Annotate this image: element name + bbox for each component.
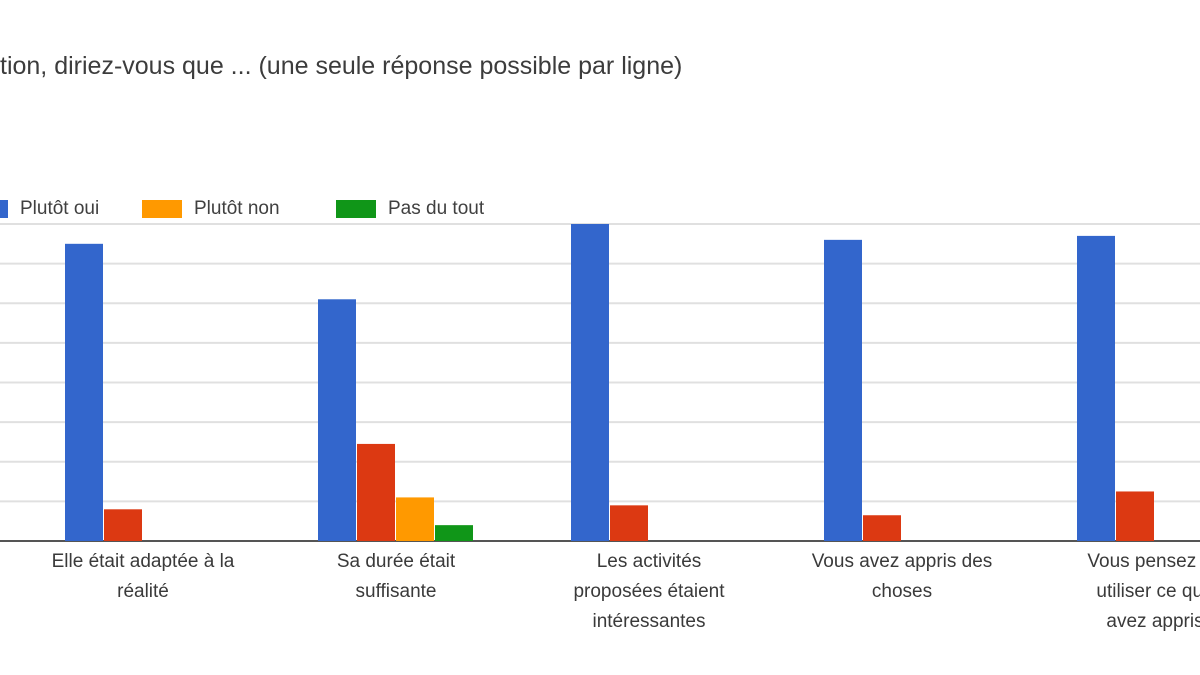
category-label: Elle était adaptée à la	[52, 551, 235, 572]
category-label: Vous avez appris des	[812, 551, 993, 572]
category-label: avez appris	[1106, 611, 1200, 632]
category-label: suffisante	[356, 581, 437, 602]
legend-item-plutot-non[interactable]: Plutôt non	[142, 198, 280, 220]
category-label: intéressantes	[592, 611, 705, 632]
legend-swatch-pas-du-tout	[336, 200, 376, 218]
category-label: Sa durée était	[337, 551, 456, 572]
category-label: Les activités	[597, 551, 702, 572]
bar-1-series-1[interactable]	[65, 243, 103, 541]
bar-2-series-1[interactable]	[318, 299, 356, 541]
category-label: utiliser ce que	[1096, 581, 1200, 602]
bar-3-series-1[interactable]	[571, 224, 609, 541]
category-label: proposées étaient	[573, 581, 725, 602]
category-label: réalité	[117, 581, 169, 602]
legend-label-plutot-non: Plutôt non	[194, 198, 280, 219]
bar-5-series-1[interactable]	[1077, 235, 1115, 541]
bar-4-series-1[interactable]	[824, 239, 862, 541]
chart-title: tion, diriez-vous que ... (une seule rép…	[0, 52, 683, 80]
legend-item-plutot-oui[interactable]: Plutôt oui	[0, 198, 99, 220]
legend-label-plutot-oui: Plutôt oui	[20, 198, 100, 219]
bar-2-series-4[interactable]	[435, 525, 473, 541]
bar-2-series-2[interactable]	[357, 443, 395, 541]
bar-1-series-2[interactable]	[104, 509, 142, 541]
category-label: Vous pensez po	[1087, 551, 1200, 572]
bar-3-series-2[interactable]	[610, 505, 648, 541]
legend-label-pas-du-tout: Pas du tout	[388, 198, 485, 219]
legend-swatch-plutot-non	[142, 200, 182, 218]
bar-4-series-2[interactable]	[863, 515, 901, 541]
bar-5-series-2[interactable]	[1116, 491, 1154, 541]
legend-swatch-plutot-oui	[0, 200, 8, 218]
legend-item-pas-du-tout[interactable]: Pas du tout	[336, 198, 484, 220]
category-label: choses	[872, 581, 932, 602]
bar-2-series-3[interactable]	[396, 497, 434, 541]
